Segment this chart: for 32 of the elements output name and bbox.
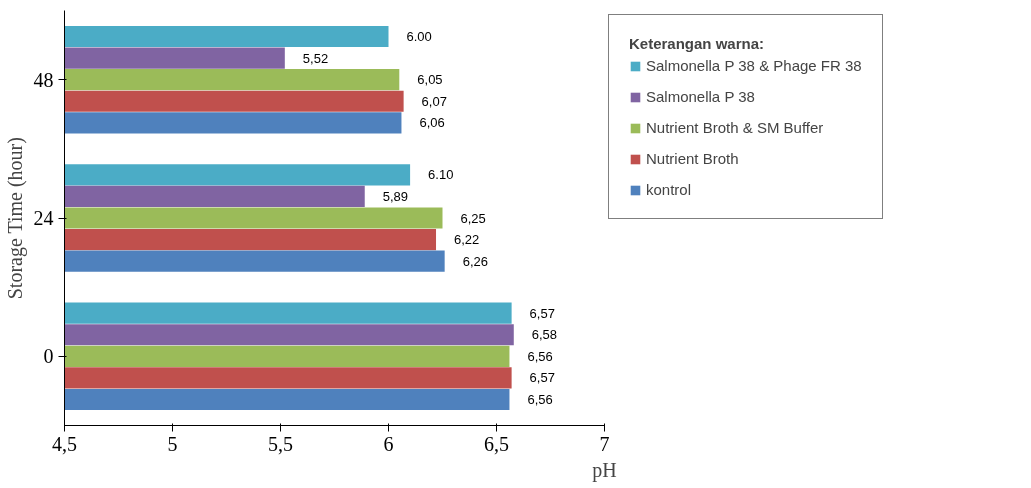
x-tick-label: 5 [167,432,178,455]
data-label: 6.00 [406,29,432,45]
data-label: 6,25 [460,210,486,226]
data-label: 6,56 [527,348,553,364]
data-label: 6,05 [417,72,443,88]
legend-title: Keterangan warna: [629,35,766,52]
y-tick-label: 48 [33,68,54,91]
data-label: 6.10 [428,167,454,183]
data-label: 5,52 [302,50,329,66]
data-label: 6,58 [531,327,558,343]
data-label: 6,26 [462,253,488,269]
data-label: 6,56 [527,391,553,407]
x-axis-title: pH [592,458,617,482]
data-label: 5,89 [382,188,409,204]
x-tick-label: 6,5 [484,432,509,455]
x-tick-label: 5,5 [268,432,293,455]
legend-label: Nutrient Broth & SM Buffer [646,119,824,136]
y-tick-label: 24 [33,207,54,229]
data-label: 6,22 [454,232,480,248]
data-label: 6,06 [419,115,445,131]
legend-label: Nutrient Broth [646,150,739,167]
data-label: 6,57 [529,305,555,321]
y-axis-title: Storage Time (hour) [3,137,27,300]
x-tick-label: 6 [383,432,394,455]
legend-label: Salmonella P 38 [646,88,755,105]
x-tick-label: 7 [599,432,610,455]
legend-label: kontrol [646,181,692,198]
x-tick-label: 4,5 [52,432,77,455]
data-label: 6,07 [421,93,447,109]
legend-label: Salmonella P 38 & Phage FR 38 [646,57,862,74]
y-tick-label: 0 [43,345,54,368]
data-label: 6,57 [529,370,555,386]
